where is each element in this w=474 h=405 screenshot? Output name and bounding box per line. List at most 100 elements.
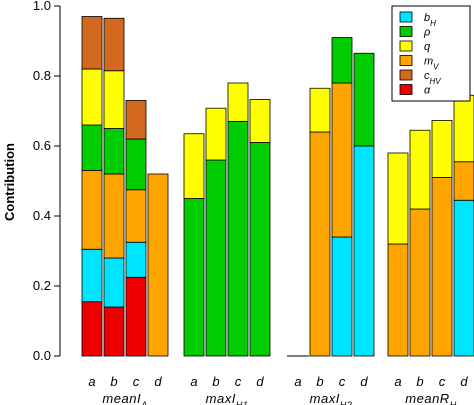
bar-label: c	[339, 374, 346, 389]
bar-segment-alpha	[125, 276, 147, 357]
group-label-sub: H2	[340, 400, 353, 405]
legend-swatch-cHV	[399, 69, 413, 81]
bar-segment-cHV	[81, 16, 103, 70]
legend-label-sub: V	[433, 62, 439, 71]
bar-0-d	[147, 173, 169, 357]
group-label-main: maxI	[310, 391, 340, 405]
legend-label-cHV: cHV	[424, 70, 441, 86]
bar-segment-mV	[387, 243, 409, 357]
group-label-main: meanI	[102, 391, 141, 405]
bar-segment-bH	[453, 199, 474, 357]
legend-label-sub: HV	[430, 77, 442, 86]
bar-label: b	[316, 374, 323, 389]
bar-1-d	[249, 99, 271, 357]
bar-label: a	[190, 374, 197, 389]
legend-label-rho: ρ	[423, 27, 430, 39]
group-label-main: maxI	[206, 391, 236, 405]
bar-segment-bH	[81, 248, 103, 303]
legend-label-sub: H	[430, 19, 436, 28]
bar-1-c	[227, 82, 249, 357]
bar-1-b	[205, 107, 227, 357]
bar-segment-rho	[103, 128, 125, 175]
bar-segment-mV	[125, 189, 147, 243]
legend-label-main: α	[424, 85, 431, 97]
legend-label-mV: mV	[424, 56, 439, 72]
bar-segment-bH	[353, 145, 375, 357]
y-tick-label: 0.2	[33, 278, 51, 293]
y-tick-label: 0.6	[33, 138, 51, 153]
bar-segment-alpha	[103, 306, 125, 357]
bar-label: d	[360, 374, 368, 389]
bar-segment-mV	[147, 173, 169, 357]
bar-segment-rho	[227, 121, 249, 357]
bar-0-a	[81, 16, 103, 357]
bar-3-a	[387, 152, 409, 357]
group-label: meanRH	[405, 391, 456, 405]
bar-segment-cHV	[103, 17, 125, 72]
legend-swatch-rho	[399, 26, 413, 37]
bar-0-b	[103, 17, 125, 357]
legend-swatch-q	[399, 40, 413, 52]
bar-segment-q	[81, 68, 103, 126]
bar-segment-rho	[125, 138, 147, 191]
legend-swatch-alpha	[399, 84, 413, 95]
bar-segment-rho	[353, 52, 375, 147]
bar-label: b	[110, 374, 117, 389]
bar-segment-rho	[205, 159, 227, 357]
bar-label: d	[256, 374, 264, 389]
bar-3-d	[453, 94, 474, 357]
bar-segment-q	[227, 82, 249, 122]
bar-segment-alpha	[81, 301, 103, 357]
y-tick-label: 1.0	[33, 0, 51, 13]
group-label-sub: H1	[236, 400, 249, 405]
bar-3-c	[431, 120, 453, 357]
bar-3-b	[409, 129, 431, 357]
bar-2-d	[353, 52, 375, 357]
bar-segment-q	[409, 129, 431, 210]
y-tick-label: 0.8	[33, 68, 51, 83]
bar-label: a	[394, 374, 401, 389]
bar-segment-q	[453, 94, 474, 163]
bar-label: b	[212, 374, 219, 389]
bar-segment-mV	[453, 161, 474, 201]
bar-2-c	[331, 37, 353, 357]
y-axis-label: Contribution	[2, 143, 17, 221]
group-label-sub: H	[450, 400, 457, 405]
y-tick-label: 0.4	[33, 208, 51, 223]
bar-0-c	[125, 100, 147, 357]
bar-label: c	[235, 374, 242, 389]
bar-segment-q	[103, 70, 125, 129]
bar-segment-q	[309, 87, 331, 133]
bar-label: c	[133, 374, 140, 389]
group-label: maxIH2	[310, 391, 353, 405]
group-label-sub: A	[140, 400, 148, 405]
bar-2-b	[309, 87, 331, 357]
bar-label: b	[416, 374, 423, 389]
bar-segment-mV	[309, 131, 331, 357]
bar-label: d	[154, 374, 162, 389]
bar-segment-q	[249, 99, 271, 143]
bar-label: c	[439, 374, 446, 389]
bar-label: a	[88, 374, 95, 389]
bar-segment-mV	[409, 208, 431, 357]
y-axis: 0.0 0.2 0.4 0.6 0.8 1.0	[33, 0, 61, 363]
legend-label-main: m	[424, 56, 433, 68]
group-label-main: meanR	[405, 391, 449, 405]
bar-segment-rho	[331, 37, 353, 84]
legend-label-bH: bH	[424, 12, 436, 28]
bar-segment-q	[183, 133, 205, 199]
bar-segment-bH	[331, 236, 353, 357]
y-tick-label: 0.0	[33, 348, 51, 363]
legend-label-alpha: α	[424, 85, 431, 97]
group-label: maxIH1	[206, 391, 249, 405]
bar-segment-mV	[331, 82, 353, 238]
bar-segment-mV	[431, 177, 453, 357]
legend-swatch-bH	[399, 11, 413, 23]
legend-label-main: c	[424, 70, 430, 82]
legend-swatch-mV	[399, 55, 413, 66]
bar-segment-q	[387, 152, 409, 245]
bar-1-a	[183, 133, 205, 357]
bar-segment-bH	[103, 257, 125, 308]
